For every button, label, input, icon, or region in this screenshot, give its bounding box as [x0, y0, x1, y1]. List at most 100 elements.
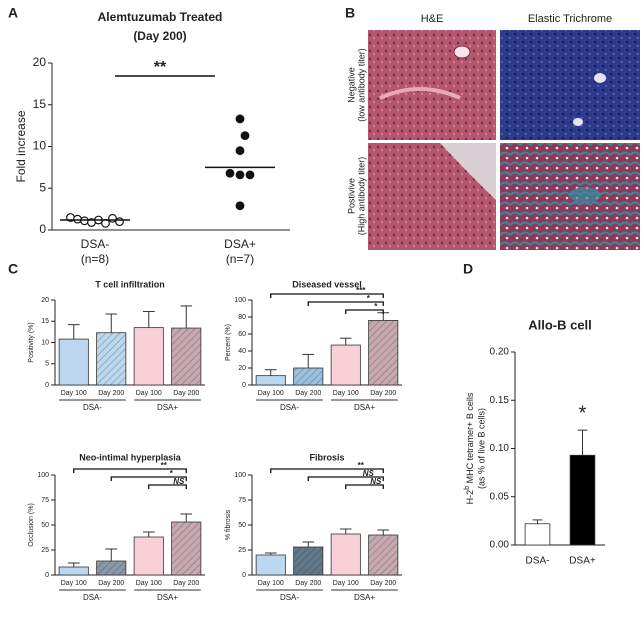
group-label: DSA-	[280, 403, 299, 412]
row-label: Negative	[346, 67, 356, 103]
y-label-part: H-2	[465, 490, 475, 505]
y-tick-label: 0	[45, 572, 49, 579]
y-tick-label: 100	[37, 472, 49, 479]
significance-label: *	[374, 302, 378, 311]
vessel	[379, 87, 461, 100]
chart-title: Allo-B cell	[528, 317, 592, 332]
trichrome-negative-image	[500, 30, 640, 140]
significance-bracket	[148, 484, 187, 489]
chart-title: T cell infiltration	[95, 279, 165, 289]
fibrosis	[569, 187, 601, 203]
significance-bracket	[270, 293, 384, 298]
y-tick-label: 75	[238, 497, 246, 504]
group-label: DSA+	[354, 403, 375, 412]
column-label: Elastic Trichrome	[528, 13, 612, 25]
vessel	[573, 118, 583, 126]
y-tick-label: 15	[33, 97, 47, 111]
significance-bracket	[307, 476, 384, 481]
panel-label: D	[463, 261, 473, 277]
significance-label: *	[170, 469, 174, 478]
x-tick-label: Day 100	[61, 390, 87, 397]
group-label: DSA+	[354, 593, 375, 602]
x-tick-label: Day 100	[258, 580, 284, 587]
group-label: DSA-	[83, 403, 102, 412]
chart-title: Diseased vessel	[292, 279, 362, 289]
x-tick-label: Day 200	[295, 580, 321, 587]
x-tick-label: DSA+	[224, 237, 256, 251]
x-tick-label: Day 100	[333, 580, 359, 587]
significance-label: NS	[363, 469, 375, 478]
vessel	[594, 73, 606, 83]
y-tick-label: 0	[242, 382, 246, 389]
significance-bracket	[110, 476, 187, 481]
panel-label: C	[8, 261, 18, 277]
y-axis-label: Positivity (%)	[28, 322, 35, 362]
y-tick-label: 80	[238, 314, 246, 321]
significance-label: NS	[370, 477, 382, 486]
y-tick-label: 10	[33, 139, 47, 153]
data-point	[235, 146, 245, 156]
x-tick-label: Day 100	[136, 390, 162, 397]
data-point	[245, 170, 255, 180]
histology-panel	[368, 30, 640, 250]
column-label: H&E	[421, 13, 444, 25]
bar	[255, 375, 286, 386]
bar-hatch	[368, 320, 398, 385]
significance-label: **	[154, 59, 167, 76]
y-tick-label: 0	[242, 572, 246, 579]
data-point	[80, 216, 89, 226]
he-negative-image	[368, 30, 496, 140]
y-tick-label: 25	[238, 547, 246, 554]
panel-label: A	[8, 5, 18, 21]
significance-bracket	[270, 468, 384, 473]
bar	[133, 536, 164, 576]
bar-hatch	[96, 332, 126, 385]
x-tick-label: Day 100	[333, 390, 359, 397]
y-tick-label: 100	[234, 472, 246, 479]
y-tick-label: 25	[41, 547, 49, 554]
y-tick-label: 10	[41, 339, 49, 346]
y-axis-label: (as % of live B cells)	[476, 408, 486, 489]
row-label: (low antibody titer)	[356, 48, 366, 122]
group-label: DSA+	[157, 403, 178, 412]
y-tick-label: 50	[41, 522, 49, 529]
y-tick-label: 0.10	[490, 443, 510, 454]
bar	[58, 566, 89, 576]
lumen	[440, 143, 496, 200]
data-point	[235, 170, 245, 180]
significance-label: **	[358, 461, 365, 470]
x-tick-note: (n=7)	[226, 252, 254, 266]
y-tick-label: 5	[45, 361, 49, 368]
x-tick-note: (n=8)	[81, 252, 109, 266]
y-tick-label: 100	[234, 297, 246, 304]
bar	[255, 554, 286, 576]
data-point	[235, 201, 245, 211]
group-label: DSA-	[83, 593, 102, 602]
y-tick-label: 0.00	[490, 540, 510, 551]
chart-title: Neo-intimal hyperplasia	[79, 452, 182, 462]
row-label: Postivive	[346, 178, 356, 214]
y-tick-label: 20	[238, 365, 246, 372]
significance-bracket	[73, 468, 187, 473]
y-tick-label: 0.15	[490, 395, 510, 406]
bar	[524, 523, 551, 546]
x-tick-label: Day 200	[173, 580, 199, 587]
panel-label: B	[345, 5, 355, 21]
bar-hatch	[293, 547, 323, 575]
vessel	[453, 45, 471, 59]
significance-label: ***	[356, 286, 366, 295]
chart-title: Alemtuzumab Treated	[98, 10, 223, 24]
row-label: (High antibody titer)	[356, 157, 366, 236]
y-tick-label: 0.05	[490, 491, 510, 502]
y-tick-label: 50	[238, 522, 246, 529]
y-axis-label: H-2b MHC tetramer+ B cells	[464, 392, 476, 504]
x-tick-label: Day 200	[173, 390, 199, 397]
data-point	[235, 114, 245, 124]
x-tick-label: Day 100	[61, 580, 87, 587]
bar	[58, 338, 89, 386]
y-axis-label: Fold increase	[14, 110, 28, 182]
data-point	[225, 168, 235, 178]
y-label-sup: b	[464, 486, 471, 490]
bar-hatch	[171, 522, 201, 575]
